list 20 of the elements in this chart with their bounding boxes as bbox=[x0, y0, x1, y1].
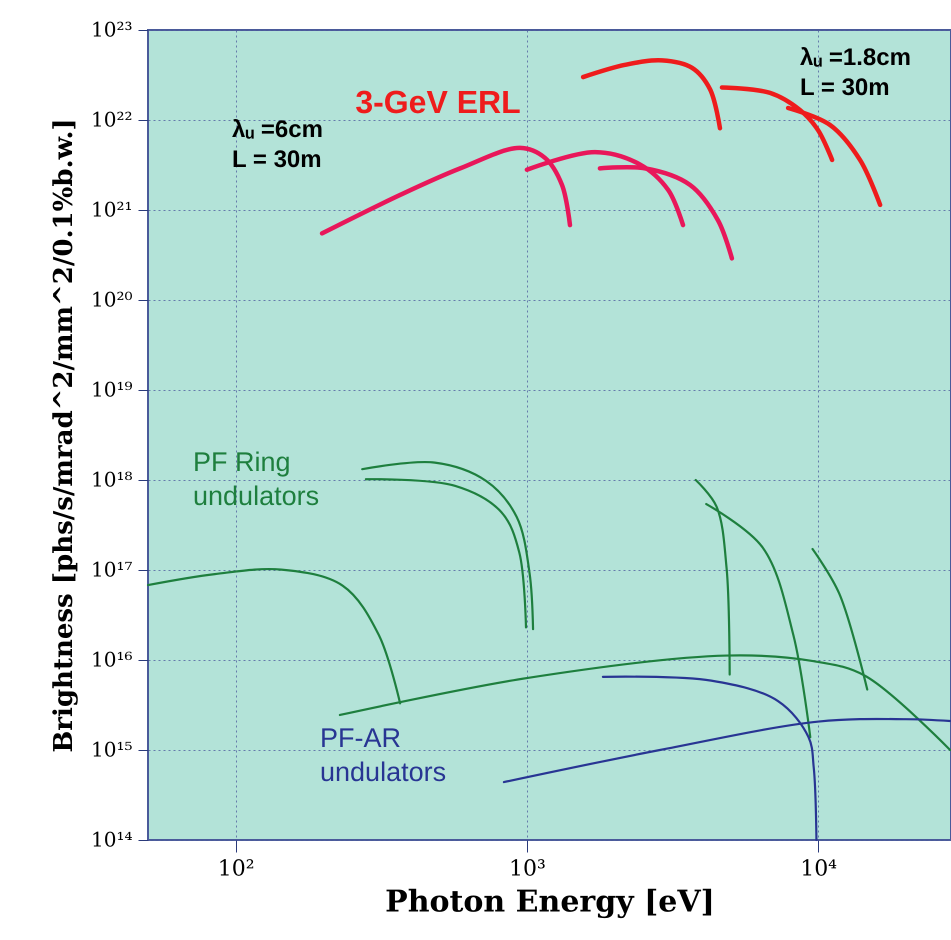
y-tick-label: 10¹⁸ bbox=[91, 468, 132, 492]
y-tick-label: 10¹⁶ bbox=[91, 648, 132, 672]
y-axis-title: Brightness [phs/s/mrad^2/mm^2/0.1%b.w.] bbox=[49, 118, 80, 753]
annotation: λᵤ =1.8cm L = 30m bbox=[800, 44, 911, 101]
annotation: PF Ring undulators bbox=[193, 447, 320, 511]
x-tick-label: 10² bbox=[218, 856, 255, 882]
y-tick-label: 10¹⁴ bbox=[91, 828, 132, 852]
annotation: λᵤ =6cm L = 30m bbox=[232, 116, 323, 173]
y-tick-label: 10¹⁹ bbox=[91, 378, 132, 402]
y-tick-label: 10²¹ bbox=[91, 198, 132, 222]
annotation: 3-GeV ERL bbox=[355, 84, 521, 120]
x-tick-label: 10⁴ bbox=[800, 856, 838, 882]
y-tick-label: 10²³ bbox=[91, 18, 132, 42]
y-tick-label: 10¹⁵ bbox=[91, 738, 132, 762]
y-tick-label: 10²² bbox=[91, 108, 132, 132]
x-tick-label: 10³ bbox=[508, 856, 546, 882]
x-axis-title: Photon Energy [eV] bbox=[385, 884, 715, 920]
annotation: PF-AR undulators bbox=[320, 723, 446, 787]
y-tick-label: 10¹⁷ bbox=[91, 558, 132, 582]
y-tick-label: 10²⁰ bbox=[91, 288, 132, 312]
